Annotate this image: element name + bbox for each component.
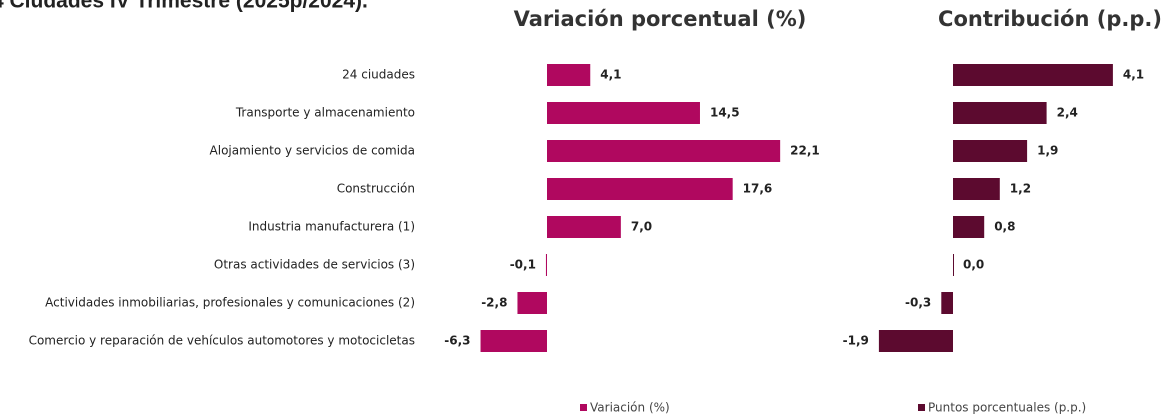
page-title: 4 Ciudades IV Trimestre (2025p/2024). (0, 0, 368, 13)
legend-label: Variación (%) (590, 401, 670, 415)
value-label: -0,3 (905, 296, 931, 310)
value-label: 7,0 (631, 220, 652, 234)
value-label: 1,9 (1037, 144, 1058, 158)
legend-swatch (918, 404, 925, 411)
category-label: Industria manufacturera (1) (248, 220, 415, 234)
category-label: Construcción (337, 182, 415, 196)
bar (878, 330, 953, 352)
category-label: 24 ciudades (342, 68, 415, 82)
value-label: -0,1 (510, 258, 536, 272)
bar (547, 216, 621, 238)
category-label: Comercio y reparación de vehículos autom… (29, 334, 415, 348)
bar (547, 64, 591, 86)
category-label: Actividades inmobiliarias, profesionales… (45, 296, 415, 310)
value-label: -6,3 (444, 334, 470, 348)
bar (953, 216, 985, 238)
bar (547, 102, 700, 124)
value-label: 17,6 (743, 182, 773, 196)
chart-title: Contribución (p.p.) (938, 7, 1162, 31)
legend-label: Puntos porcentuales (p.p.) (928, 401, 1086, 415)
category-label: Otras actividades de servicios (3) (214, 258, 415, 272)
legend-swatch (580, 404, 587, 411)
value-label: 22,1 (790, 144, 820, 158)
value-label: 14,5 (710, 106, 740, 120)
bar (547, 178, 733, 200)
bar (953, 254, 954, 276)
value-label: 0,8 (994, 220, 1015, 234)
bar (953, 178, 1000, 200)
value-label: 4,1 (600, 68, 621, 82)
value-label: 1,2 (1010, 182, 1031, 196)
category-label: Alojamiento y servicios de comida (210, 144, 415, 158)
bar (517, 292, 547, 314)
bar (941, 292, 953, 314)
value-label: 2,4 (1057, 106, 1078, 120)
value-label: -1,9 (843, 334, 869, 348)
bar (953, 140, 1028, 162)
chart-title: Variación porcentual (%) (514, 7, 807, 31)
value-label: -2,8 (481, 296, 507, 310)
bar (547, 140, 781, 162)
bar (953, 102, 1047, 124)
bar (953, 64, 1113, 86)
value-label: 4,1 (1123, 68, 1144, 82)
category-label: Transporte y almacenamiento (235, 106, 415, 120)
value-label: 0,0 (963, 258, 984, 272)
bar (480, 330, 547, 352)
bar (545, 254, 547, 276)
